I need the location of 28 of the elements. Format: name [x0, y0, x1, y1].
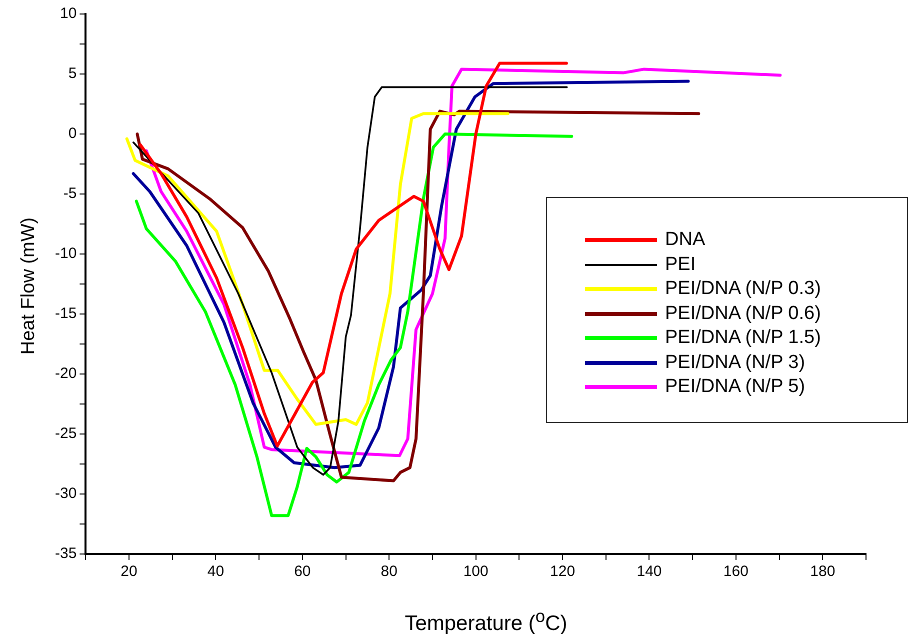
- y-tick-label: -10: [54, 245, 77, 262]
- x-tick-label: 80: [380, 563, 398, 580]
- y-axis-title: Heat Flow (mW): [18, 217, 40, 355]
- x-tick-label: 20: [120, 563, 138, 580]
- x-tick-label: 120: [550, 563, 576, 580]
- legend-label: PEI/DNA (N/P 0.6): [665, 302, 821, 325]
- y-tick-label: -5: [63, 185, 77, 202]
- y-tick-label: 10: [60, 5, 77, 22]
- legend-label: PEI/DNA (N/P 3): [665, 352, 806, 374]
- x-tick-label: 160: [723, 563, 748, 580]
- x-tick-label: 60: [294, 563, 311, 580]
- y-tick-label: 0: [68, 125, 77, 142]
- legend-label: PEI: [665, 254, 696, 276]
- y-tick-label: -25: [54, 425, 77, 442]
- y-tick-label: -30: [54, 485, 77, 502]
- y-tick-label: -35: [54, 545, 77, 562]
- x-tick-label: 100: [463, 563, 488, 580]
- legend-label: PEI/DNA (N/P 1.5): [665, 327, 821, 350]
- y-tick-label: -15: [54, 305, 77, 322]
- y-tick-label: -20: [54, 365, 77, 382]
- x-axis-title: Temperature ($^{o}$C): [404, 606, 568, 634]
- legend-label: PEI/DNA (N/P 0.3): [665, 278, 821, 300]
- legend-label: PEI/DNA (N/P 5): [665, 376, 806, 398]
- legend-label: DNA: [665, 229, 706, 252]
- x-tick-label: 140: [636, 563, 662, 580]
- y-tick-label: 5: [68, 65, 77, 82]
- x-tick-label: 40: [207, 563, 224, 580]
- x-tick-label: 180: [810, 563, 836, 580]
